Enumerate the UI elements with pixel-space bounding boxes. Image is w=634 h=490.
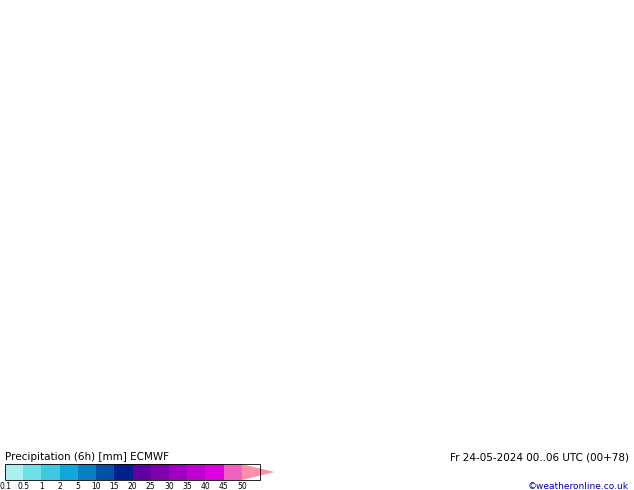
Text: Fr 24-05-2024 00..06 UTC (00+78): Fr 24-05-2024 00..06 UTC (00+78) xyxy=(450,452,629,462)
Bar xyxy=(169,464,187,480)
Bar xyxy=(41,464,60,480)
Text: 0.1: 0.1 xyxy=(0,482,11,490)
Text: 10: 10 xyxy=(91,482,101,490)
Bar xyxy=(60,464,78,480)
Text: Precipitation (6h) [mm] ECMWF: Precipitation (6h) [mm] ECMWF xyxy=(5,452,169,462)
Bar xyxy=(5,464,23,480)
Text: 5: 5 xyxy=(75,482,81,490)
Text: 40: 40 xyxy=(200,482,210,490)
Text: 30: 30 xyxy=(164,482,174,490)
Text: 35: 35 xyxy=(182,482,192,490)
Text: 15: 15 xyxy=(110,482,119,490)
Text: ©weatheronline.co.uk: ©weatheronline.co.uk xyxy=(528,482,629,490)
Bar xyxy=(78,464,96,480)
Text: 0.5: 0.5 xyxy=(17,482,29,490)
Text: 50: 50 xyxy=(237,482,247,490)
Bar xyxy=(5,464,260,480)
Bar xyxy=(96,464,114,480)
Text: 1: 1 xyxy=(39,482,44,490)
Bar xyxy=(114,464,133,480)
Text: 2: 2 xyxy=(57,482,62,490)
Text: 20: 20 xyxy=(127,482,138,490)
Bar xyxy=(133,464,151,480)
Bar xyxy=(151,464,169,480)
Polygon shape xyxy=(242,464,275,480)
Text: 25: 25 xyxy=(146,482,155,490)
Text: 45: 45 xyxy=(219,482,228,490)
Bar xyxy=(23,464,41,480)
Bar xyxy=(187,464,205,480)
Bar xyxy=(205,464,224,480)
Bar xyxy=(224,464,242,480)
